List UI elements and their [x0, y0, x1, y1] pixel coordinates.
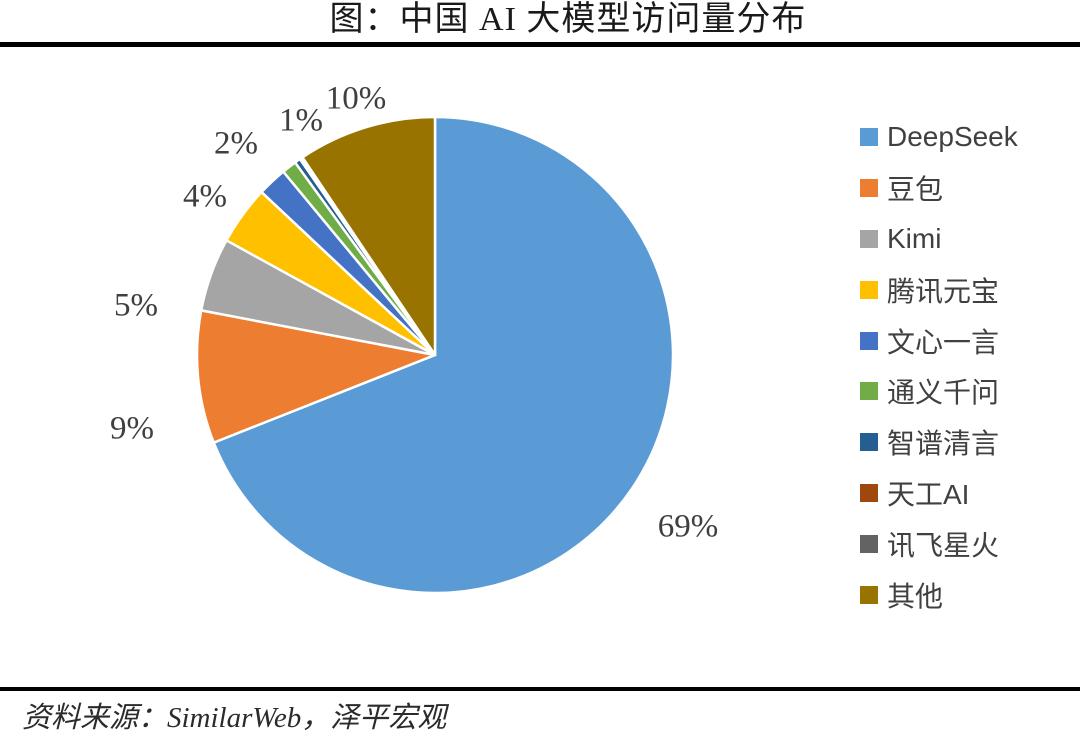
legend-label: Kimi [887, 222, 942, 254]
legend-swatch-icon [860, 382, 878, 401]
percent-label-豆包: 9% [110, 410, 154, 447]
legend-item-天工AI: 天工AI [860, 468, 1018, 519]
legend-swatch-icon [860, 229, 878, 248]
legend-label: 腾讯元宝 [887, 275, 1000, 307]
percent-label-DeepSeek: 69% [657, 508, 719, 545]
legend-swatch-icon [860, 331, 878, 350]
legend-item-豆包: 豆包 [860, 163, 1018, 214]
legend-item-其他: 其他 [860, 569, 1018, 620]
legend-item-DeepSeek: DeepSeek [860, 112, 1018, 163]
legend-swatch-icon [860, 483, 878, 502]
legend-item-智谱清言: 智谱清言 [860, 417, 1018, 468]
chart-title: 图：中国 AI 大模型访问量分布 [329, 1, 807, 38]
legend-label: 智谱清言 [887, 428, 1000, 460]
legend-item-讯飞星火: 讯飞星火 [860, 518, 1018, 569]
percent-label-通义千问: 1% [279, 102, 323, 139]
legend-item-腾讯元宝: 腾讯元宝 [860, 264, 1018, 315]
legend-swatch-icon [860, 534, 878, 553]
source-note: 资料来源：SimilarWeb，泽平宏观 [22, 702, 447, 734]
bottom-divider-rule [0, 687, 1080, 691]
chart-legend: DeepSeek 豆包 Kimi 腾讯元宝文心一言通义千问智谱清言天工AI 讯飞星火其他 [860, 112, 1018, 620]
legend-item-Kimi: Kimi [860, 214, 1018, 265]
legend-label: 天工AI [887, 478, 970, 510]
legend-label: DeepSeek [887, 121, 1018, 153]
pie-slice-其他 [301, 115, 437, 357]
legend-label: 其他 [887, 580, 944, 612]
legend-item-文心一言: 文心一言 [860, 315, 1018, 366]
top-divider-rule [0, 42, 1080, 47]
legend-swatch-icon [860, 179, 878, 198]
legend-label: 豆包 [887, 174, 944, 206]
pie-slice-豆包 [195, 309, 437, 444]
legend-swatch-icon [860, 433, 878, 452]
percent-label-文心一言: 2% [214, 125, 258, 162]
legend-swatch-icon [860, 280, 878, 299]
legend-item-通义千问: 通义千问 [860, 366, 1018, 417]
legend-label: 讯飞星火 [887, 529, 1000, 561]
percent-label-Kimi: 5% [114, 287, 158, 324]
legend-swatch-icon [860, 128, 878, 147]
pie-slice-DeepSeek [212, 115, 675, 595]
percent-label-其他: 10% [325, 80, 387, 117]
legend-label: 通义千问 [887, 377, 1000, 409]
legend-swatch-icon [860, 585, 878, 604]
legend-label: 文心一言 [887, 326, 1000, 358]
percent-label-腾讯元宝: 4% [183, 178, 227, 215]
